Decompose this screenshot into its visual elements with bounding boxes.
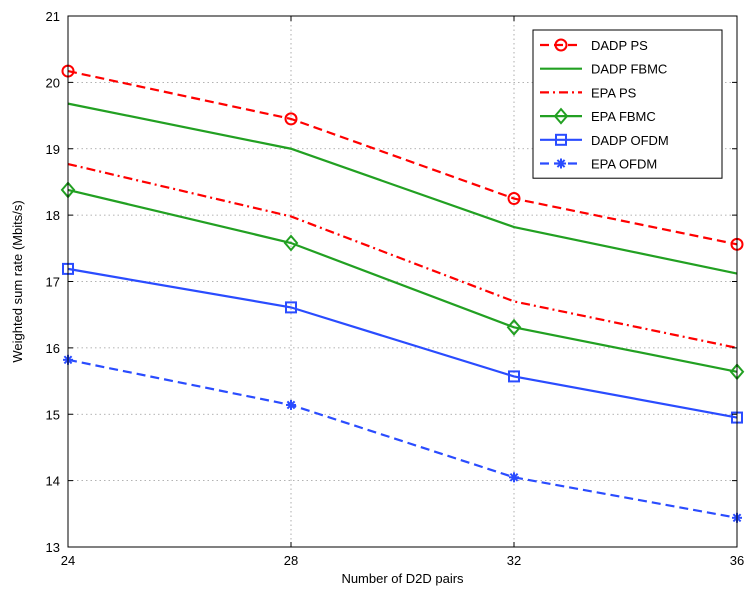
x-tick-label: 28 [284, 553, 298, 568]
y-tick-label: 18 [46, 208, 60, 223]
star-marker [286, 400, 296, 410]
x-tick-label: 24 [61, 553, 75, 568]
legend-label: DADP OFDM [591, 133, 669, 148]
legend-item: DADP OFDM [540, 133, 669, 148]
legend-label: EPA FBMC [591, 109, 656, 124]
legend: DADP PS DADP FBMC EPA PS EPA FBMC DADP OFDM E… [533, 30, 722, 178]
y-tick-label: 19 [46, 142, 60, 157]
x-tick-label: 32 [507, 553, 521, 568]
legend-label: DADP FBMC [591, 62, 667, 77]
legend-label: EPA OFDM [591, 157, 657, 172]
y-tick-label: 17 [46, 275, 60, 290]
y-tick-label: 16 [46, 341, 60, 356]
y-tick-label: 14 [46, 474, 60, 489]
y-tick-label: 15 [46, 407, 60, 422]
star-marker [509, 472, 519, 482]
y-axis-label: Weighted sum rate (Mbits/s) [10, 200, 25, 362]
x-tick-label: 36 [730, 553, 744, 568]
legend-label: DADP PS [591, 38, 648, 53]
star-marker [556, 159, 566, 169]
y-tick-label: 13 [46, 540, 60, 555]
legend-label: EPA PS [591, 85, 637, 100]
y-tick-label: 21 [46, 9, 60, 24]
x-axis-label: Number of D2D pairs [341, 571, 464, 586]
y-tick-label: 20 [46, 75, 60, 90]
